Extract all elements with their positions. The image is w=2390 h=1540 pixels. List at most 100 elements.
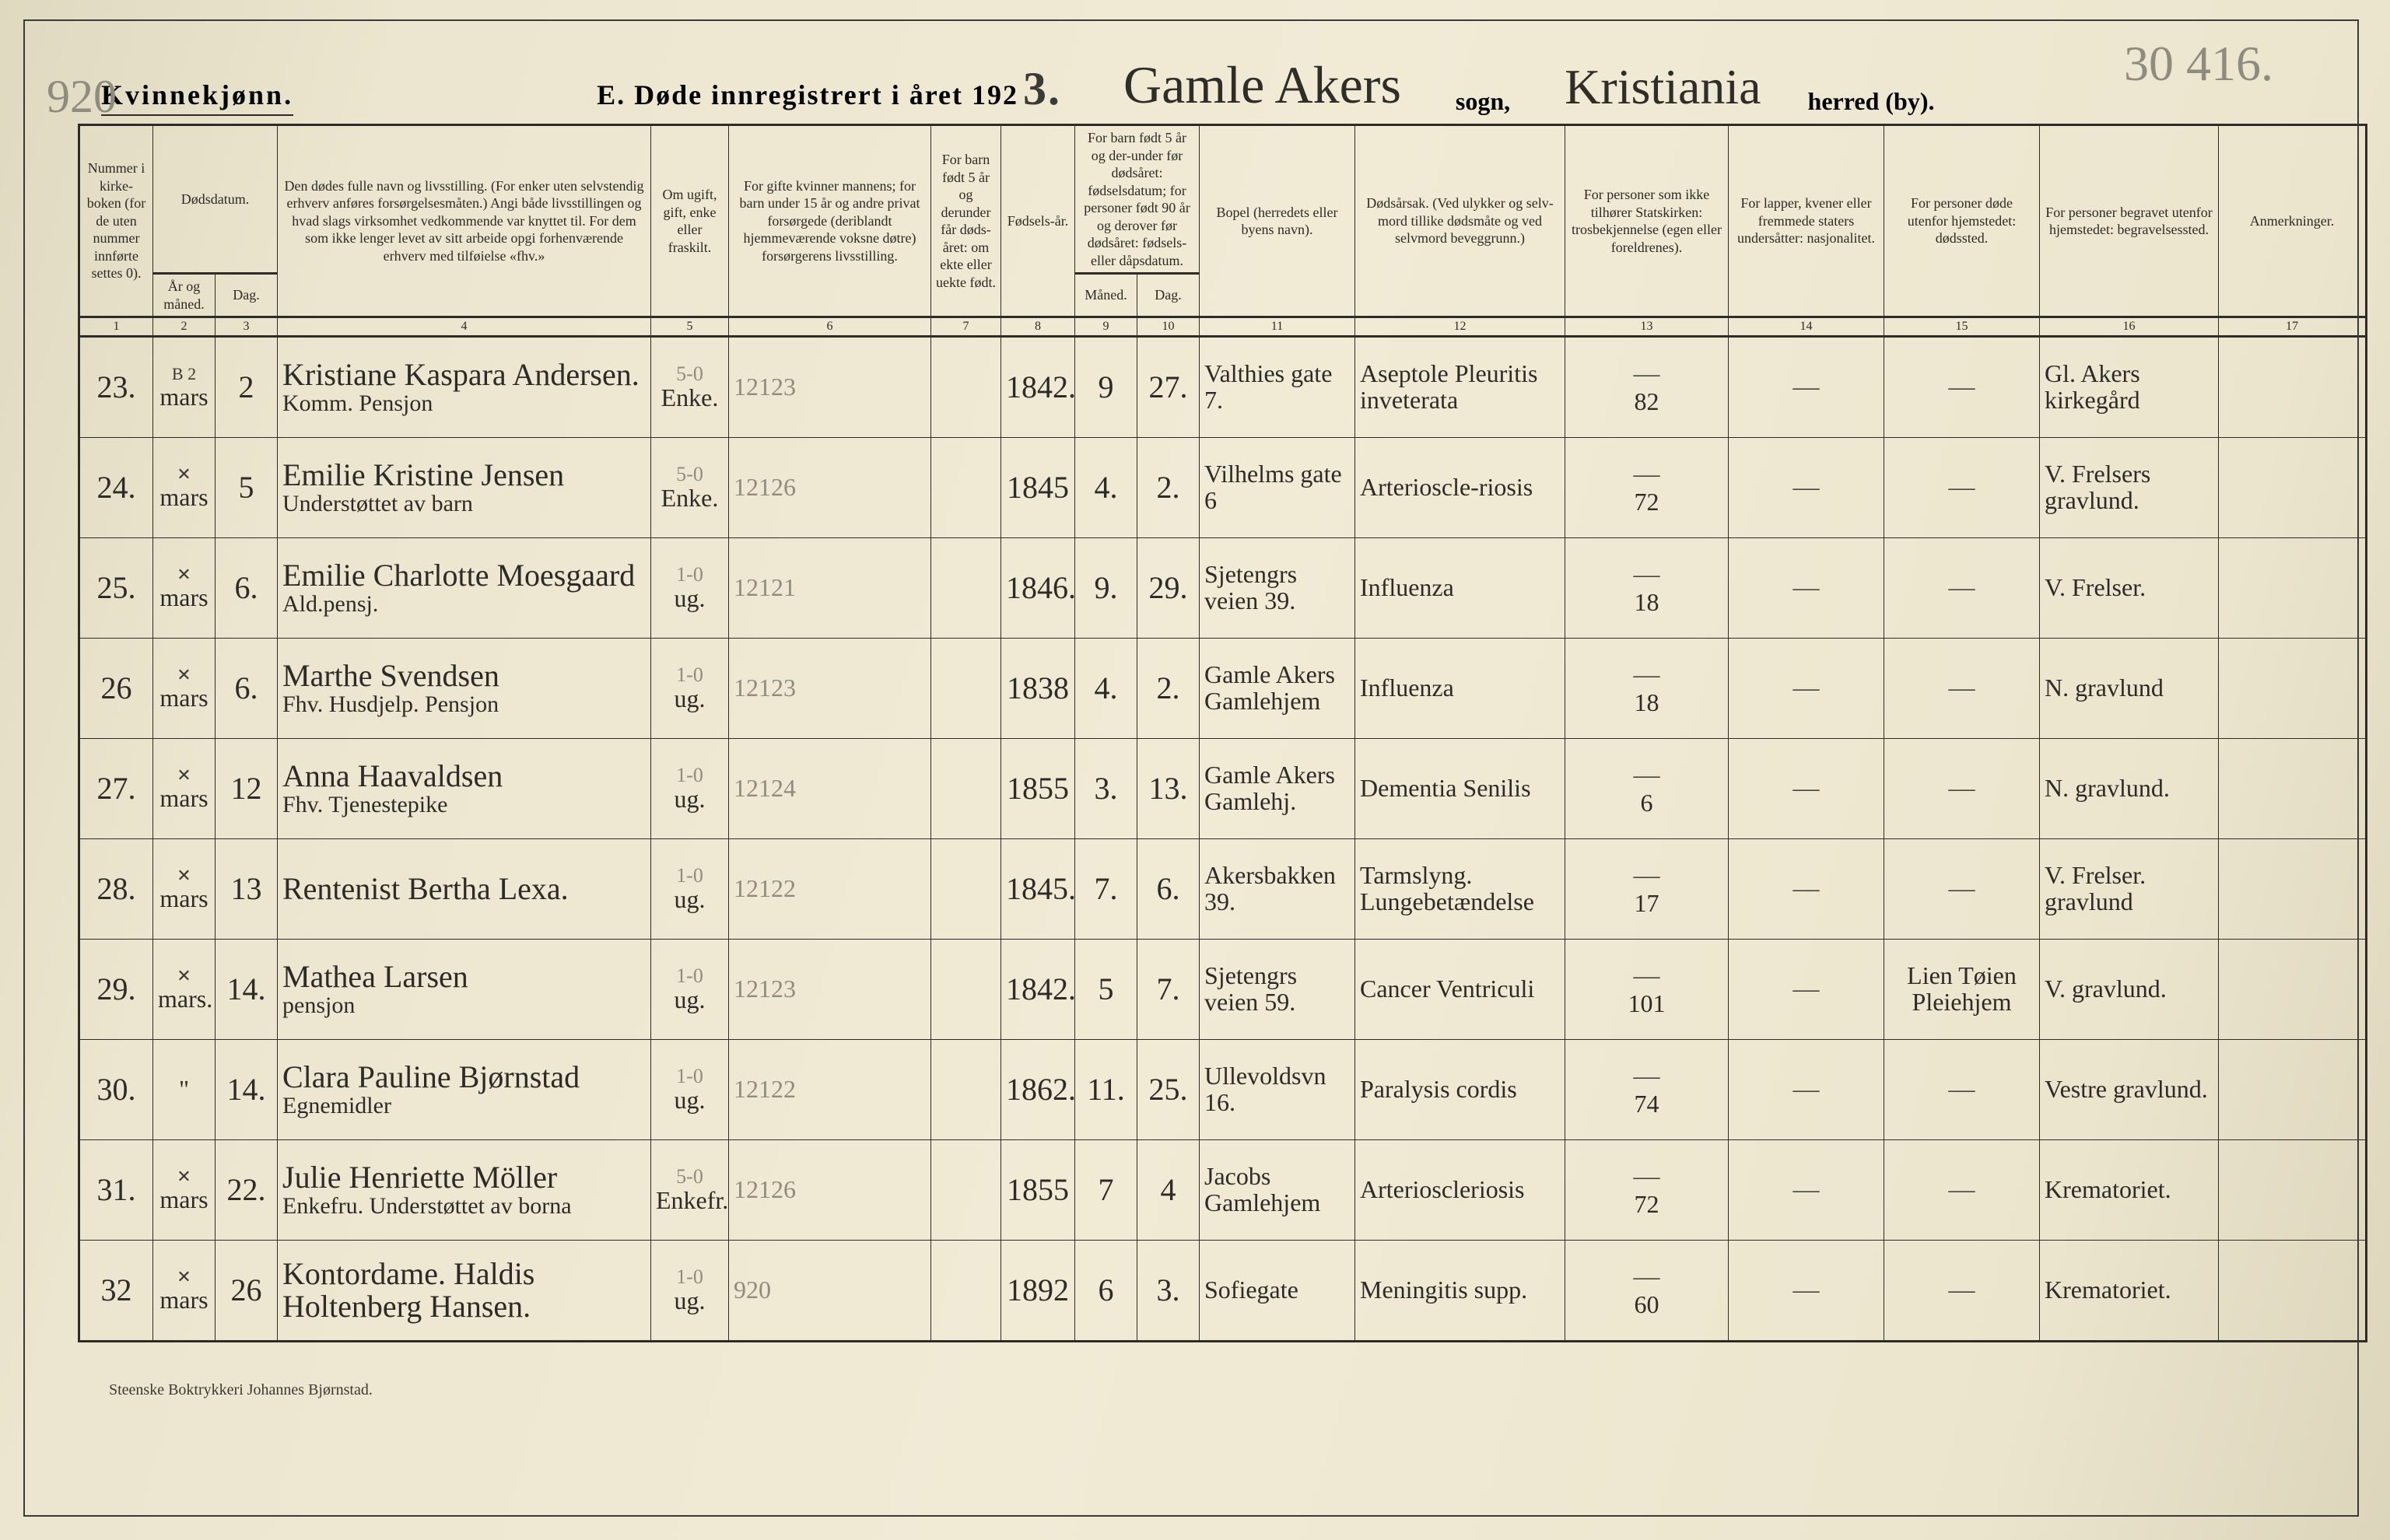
table-row: 30."14.Clara Pauline BjørnstadEgnemidler…: [79, 1040, 2367, 1140]
cell-col7: [931, 337, 1001, 438]
cell-day: 14.: [216, 1040, 278, 1140]
cell-no: 29.: [79, 940, 153, 1040]
table-row: 27.✕mars12Anna HaavaldsenFhv. Tjenestepi…: [79, 739, 2367, 839]
cell-c16: Vestre gravlund.: [2040, 1040, 2219, 1140]
cell-status: 1-0ug.: [651, 1040, 729, 1140]
cell-c13: 18: [1565, 538, 1729, 639]
cell-c13: 18: [1565, 639, 1729, 739]
cell-month: ✕mars: [153, 1140, 216, 1241]
cell-name: Emilie Kristine JensenUnderstøttet av ba…: [278, 438, 651, 538]
cell-bday: 13.: [1137, 739, 1200, 839]
table-row: 25.✕mars6.Emilie Charlotte MoesgaardAld.…: [79, 538, 2367, 639]
cell-residence: Vilhelms gate 6: [1200, 438, 1355, 538]
colnum: 10: [1137, 317, 1200, 337]
cell-c16: Krematoriet.: [2040, 1241, 2219, 1342]
cell-c15: [1884, 438, 2040, 538]
cell-name: Rentenist Bertha Lexa.: [278, 839, 651, 940]
colnum: 1: [79, 317, 153, 337]
colhead-4: Den dødes fulle navn og livsstilling. (F…: [278, 125, 651, 317]
cell-status: 1-0ug.: [651, 639, 729, 739]
year-digit-handwritten: 3.: [1023, 63, 1061, 114]
cell-c16: N. gravlund.: [2040, 739, 2219, 839]
cell-bmonth: 9: [1075, 337, 1137, 438]
cell-col6: 12122: [729, 839, 931, 940]
cell-c15: [1884, 1140, 2040, 1241]
page-header: 920 Kvinnekjønn. E. Døde innregistrert i…: [78, 54, 2320, 124]
cell-c16: V. Frelser.: [2040, 538, 2219, 639]
cell-no: 31.: [79, 1140, 153, 1241]
cell-c16: N. gravlund: [2040, 639, 2219, 739]
colnum: 9: [1075, 317, 1137, 337]
colnum: 14: [1729, 317, 1884, 337]
parish-handwritten: Gamle Akers: [1123, 54, 1401, 116]
cell-col7: [931, 1241, 1001, 1342]
cell-day: 22.: [216, 1140, 278, 1241]
colnum: 8: [1001, 317, 1075, 337]
cell-status: 1-0ug.: [651, 839, 729, 940]
cell-col6: 12123: [729, 940, 931, 1040]
cell-birthyear: 1842.: [1001, 940, 1075, 1040]
cell-c17: [2219, 438, 2367, 538]
cell-c16: V. Frelsers gravlund.: [2040, 438, 2219, 538]
cell-bmonth: 4.: [1075, 438, 1137, 538]
cell-c15: [1884, 337, 2040, 438]
cell-residence: Sjetengrs veien 39.: [1200, 538, 1355, 639]
cell-c17: [2219, 538, 2367, 639]
cell-residence: Ullevoldsvn 16.: [1200, 1040, 1355, 1140]
colnum: 11: [1200, 317, 1355, 337]
cell-day: 14.: [216, 940, 278, 1040]
cell-col6: 12126: [729, 438, 931, 538]
cell-c15: [1884, 739, 2040, 839]
colhead-14: For lapper, kvener eller fremmede stater…: [1729, 125, 1884, 317]
cell-col6: 12124: [729, 739, 931, 839]
cell-residence: Gamle Akers Gamlehj.: [1200, 739, 1355, 839]
cell-month: ✕mars: [153, 1241, 216, 1342]
cell-c14: [1729, 1241, 1884, 1342]
colnum: 13: [1565, 317, 1729, 337]
cell-no: 30.: [79, 1040, 153, 1140]
colhead-2-day: Dag.: [216, 274, 278, 317]
colhead-1: Nummer i kirke-boken (for de uten nummer…: [79, 125, 153, 317]
cell-name: Emilie Charlotte MoesgaardAld.pensj.: [278, 538, 651, 639]
sogn-label: sogn,: [1456, 87, 1510, 116]
cell-col7: [931, 538, 1001, 639]
cell-c16: Gl. Akers kirkegård: [2040, 337, 2219, 438]
cell-col6: 12126: [729, 1140, 931, 1241]
cell-cause: Arterioscleriosis: [1355, 1140, 1565, 1241]
cell-name: Kontordame. Haldis Holtenberg Hansen.: [278, 1241, 651, 1342]
ledger-page: 920 Kvinnekjønn. E. Døde innregistrert i…: [0, 0, 2390, 1540]
cell-no: 32: [79, 1241, 153, 1342]
cell-c15: [1884, 639, 2040, 739]
cell-bday: 2.: [1137, 639, 1200, 739]
cell-month: ✕mars: [153, 538, 216, 639]
cell-residence: Valthies gate 7.: [1200, 337, 1355, 438]
colnum: 3: [216, 317, 278, 337]
cell-birthyear: 1862.: [1001, 1040, 1075, 1140]
colhead-9: Måned.: [1075, 274, 1137, 317]
cell-cause: Tarmslyng. Lungebetændelse: [1355, 839, 1565, 940]
cell-c17: [2219, 1040, 2367, 1140]
cell-birthyear: 1842.: [1001, 337, 1075, 438]
table-row: 24.✕mars5Emilie Kristine JensenUnderstøt…: [79, 438, 2367, 538]
cell-c14: [1729, 639, 1884, 739]
cell-status: 1-0ug.: [651, 538, 729, 639]
cell-c14: [1729, 839, 1884, 940]
cell-bday: 2.: [1137, 438, 1200, 538]
pencil-note-topright: 30 416.: [2124, 35, 2273, 93]
cell-no: 23.: [79, 337, 153, 438]
cell-c13: 72: [1565, 1140, 1729, 1241]
cell-status: 1-0ug.: [651, 940, 729, 1040]
cell-day: 6.: [216, 538, 278, 639]
colhead-13: For personer som ikke tilhører Statskirk…: [1565, 125, 1729, 317]
cell-month: ✕mars.: [153, 940, 216, 1040]
cell-name: Anna HaavaldsenFhv. Tjenestepike: [278, 739, 651, 839]
printer-footer: Steenske Boktrykkeri Johannes Bjørnstad.: [109, 1381, 2320, 1399]
cell-col7: [931, 1040, 1001, 1140]
cell-cause: Dementia Senilis: [1355, 739, 1565, 839]
cell-col7: [931, 1140, 1001, 1241]
cell-c15: [1884, 538, 2040, 639]
cell-day: 6.: [216, 639, 278, 739]
cell-bday: 3.: [1137, 1241, 1200, 1342]
cell-c17: [2219, 337, 2367, 438]
cell-c13: 74: [1565, 1040, 1729, 1140]
